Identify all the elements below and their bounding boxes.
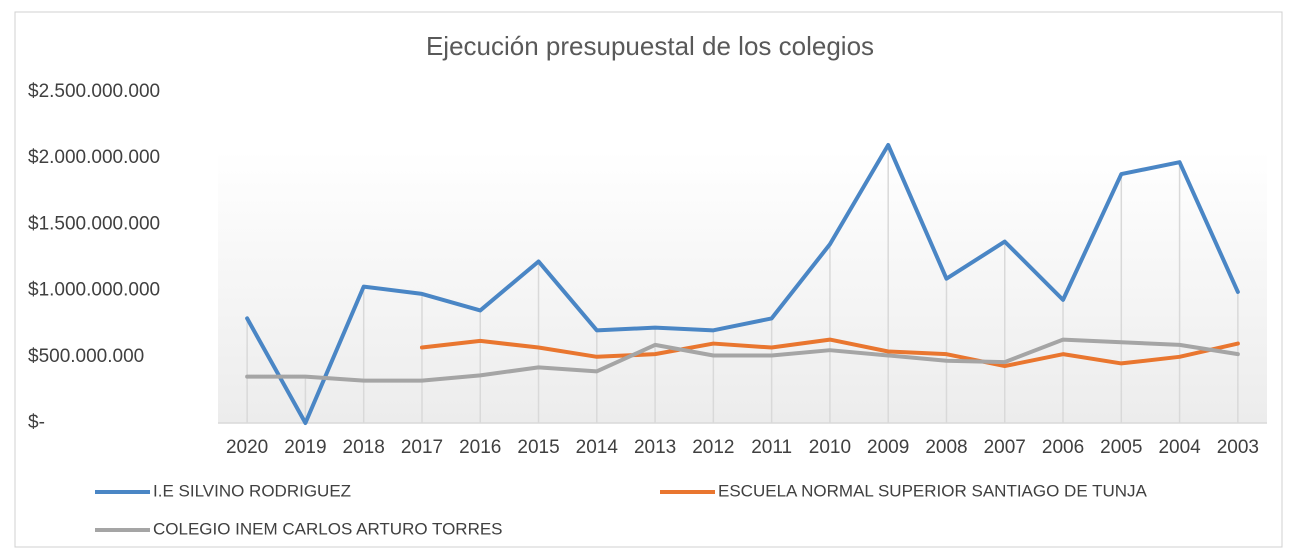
plot-background <box>218 150 1267 423</box>
y-tick-label: $2.500.000.000 <box>28 81 160 102</box>
x-tick-label: 2019 <box>284 437 326 458</box>
x-tick-label: 2007 <box>984 437 1026 458</box>
legend-label: ESCUELA NORMAL SUPERIOR SANTIAGO DE TUNJ… <box>718 481 1148 500</box>
x-tick-label: 2003 <box>1217 437 1259 458</box>
y-tick-label: $500.000.000 <box>28 346 144 367</box>
x-tick-label: 2017 <box>401 437 443 458</box>
x-tick-label: 2015 <box>517 437 559 458</box>
chart-title: Ejecución presupuestal de los colegios <box>426 31 874 61</box>
series-line <box>245 337 1240 383</box>
x-tick-label: 2014 <box>576 437 619 458</box>
x-tick-label: 2018 <box>343 437 385 458</box>
x-tick-label: 2016 <box>459 437 501 458</box>
x-tick-label: 2008 <box>925 437 967 458</box>
x-tick-label: 2005 <box>1100 437 1142 458</box>
x-tick-label: 2004 <box>1158 437 1201 458</box>
series-line <box>245 142 1240 425</box>
y-tick-label: $1.000.000.000 <box>28 280 160 301</box>
x-tick-label: 2013 <box>634 437 676 458</box>
legend-label: I.E SILVINO RODRIGUEZ <box>153 481 351 500</box>
x-tick-label: 2011 <box>751 437 792 458</box>
y-tick-label: $1.500.000.000 <box>28 213 160 234</box>
series-line <box>419 337 1240 369</box>
x-tick-label: 2010 <box>809 437 851 458</box>
x-tick-label: 2009 <box>867 437 909 458</box>
legend-label: COLEGIO INEM CARLOS ARTURO TORRES <box>153 519 503 538</box>
y-tick-label: $2.000.000.000 <box>28 147 160 168</box>
x-tick-label: 2020 <box>226 437 268 458</box>
y-tick-label: $- <box>28 412 45 433</box>
x-tick-label: 2006 <box>1042 437 1084 458</box>
x-tick-label: 2012 <box>692 437 734 458</box>
